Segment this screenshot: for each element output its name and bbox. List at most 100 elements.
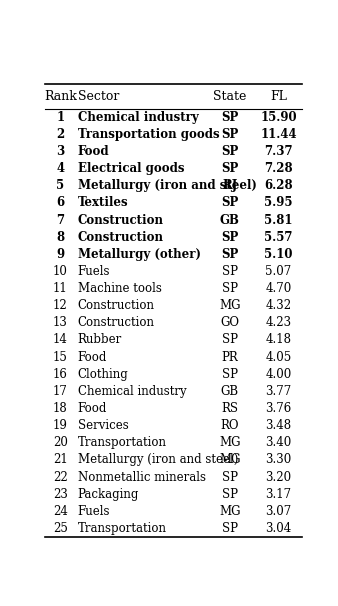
Text: Fuels: Fuels <box>78 505 110 518</box>
Text: RJ: RJ <box>222 179 237 192</box>
Text: 16: 16 <box>53 368 68 381</box>
Text: SP: SP <box>222 368 238 381</box>
Text: 5.07: 5.07 <box>265 265 292 278</box>
Text: Machine tools: Machine tools <box>78 282 162 295</box>
Text: MG: MG <box>219 299 240 312</box>
Text: FL: FL <box>270 90 287 103</box>
Text: PR: PR <box>221 351 238 364</box>
Text: SP: SP <box>221 162 238 175</box>
Text: 4.70: 4.70 <box>265 282 292 295</box>
Text: 3.17: 3.17 <box>265 488 292 501</box>
Text: Packaging: Packaging <box>78 488 139 501</box>
Text: 5.81: 5.81 <box>264 213 293 227</box>
Text: 17: 17 <box>53 385 68 398</box>
Text: 22: 22 <box>53 470 68 484</box>
Text: Metallurgy (other): Metallurgy (other) <box>78 248 201 261</box>
Text: Rubber: Rubber <box>78 333 122 347</box>
Text: Chemical industry: Chemical industry <box>78 385 186 398</box>
Text: 4.18: 4.18 <box>265 333 291 347</box>
Text: GB: GB <box>220 213 240 227</box>
Text: Construction: Construction <box>78 299 155 312</box>
Text: 4.00: 4.00 <box>265 368 292 381</box>
Text: MG: MG <box>219 505 240 518</box>
Text: 3.77: 3.77 <box>265 385 292 398</box>
Text: Transportation: Transportation <box>78 522 167 535</box>
Text: Fuels: Fuels <box>78 265 110 278</box>
Text: SP: SP <box>222 282 238 295</box>
Text: Transportation: Transportation <box>78 436 167 449</box>
Text: Chemical industry: Chemical industry <box>78 111 198 124</box>
Text: MG: MG <box>219 436 240 449</box>
Text: 4.23: 4.23 <box>265 316 292 329</box>
Text: GO: GO <box>220 316 239 329</box>
Text: State: State <box>213 90 246 103</box>
Text: 3.20: 3.20 <box>265 470 292 484</box>
Text: 5.10: 5.10 <box>264 248 293 261</box>
Text: 3.48: 3.48 <box>265 419 292 432</box>
Text: MG: MG <box>219 453 240 467</box>
Text: 9: 9 <box>56 248 64 261</box>
Text: 1: 1 <box>56 111 64 124</box>
Text: SP: SP <box>221 128 238 141</box>
Text: 19: 19 <box>53 419 68 432</box>
Text: Construction: Construction <box>78 316 155 329</box>
Text: 10: 10 <box>53 265 68 278</box>
Text: Construction: Construction <box>78 231 164 244</box>
Text: Sector: Sector <box>78 90 119 103</box>
Text: 7.28: 7.28 <box>264 162 293 175</box>
Text: 15: 15 <box>53 351 68 364</box>
Text: Metallurgy (iron and steel): Metallurgy (iron and steel) <box>78 179 257 192</box>
Text: 3.07: 3.07 <box>265 505 292 518</box>
Text: 18: 18 <box>53 402 68 415</box>
Text: Food: Food <box>78 402 107 415</box>
Text: Electrical goods: Electrical goods <box>78 162 184 175</box>
Text: SP: SP <box>221 231 238 244</box>
Text: 14: 14 <box>53 333 68 347</box>
Text: 6: 6 <box>56 196 64 210</box>
Text: Rank: Rank <box>44 90 77 103</box>
Text: 7.37: 7.37 <box>264 145 293 158</box>
Text: Construction: Construction <box>78 213 164 227</box>
Text: 4: 4 <box>56 162 64 175</box>
Text: RO: RO <box>220 419 239 432</box>
Text: 3.76: 3.76 <box>265 402 292 415</box>
Text: 4.05: 4.05 <box>265 351 292 364</box>
Text: 3.30: 3.30 <box>265 453 292 467</box>
Text: Metallurgy (iron and steel): Metallurgy (iron and steel) <box>78 453 238 467</box>
Text: SP: SP <box>221 111 238 124</box>
Text: SP: SP <box>221 196 238 210</box>
Text: 24: 24 <box>53 505 68 518</box>
Text: Nonmetallic minerals: Nonmetallic minerals <box>78 470 206 484</box>
Text: Food: Food <box>78 351 107 364</box>
Text: 3.40: 3.40 <box>265 436 292 449</box>
Text: 5: 5 <box>56 179 64 192</box>
Text: 7: 7 <box>56 213 64 227</box>
Text: SP: SP <box>221 145 238 158</box>
Text: 12: 12 <box>53 299 68 312</box>
Text: SP: SP <box>222 522 238 535</box>
Text: 4.32: 4.32 <box>265 299 292 312</box>
Text: GB: GB <box>221 385 239 398</box>
Text: Textiles: Textiles <box>78 196 128 210</box>
Text: SP: SP <box>222 470 238 484</box>
Text: 15.90: 15.90 <box>260 111 297 124</box>
Text: 5.57: 5.57 <box>264 231 293 244</box>
Text: Food: Food <box>78 145 110 158</box>
Text: 11.44: 11.44 <box>260 128 297 141</box>
Text: 21: 21 <box>53 453 68 467</box>
Text: 20: 20 <box>53 436 68 449</box>
Text: 13: 13 <box>53 316 68 329</box>
Text: Services: Services <box>78 419 128 432</box>
Text: RS: RS <box>221 402 238 415</box>
Text: 3: 3 <box>56 145 65 158</box>
Text: SP: SP <box>222 488 238 501</box>
Text: 6.28: 6.28 <box>264 179 293 192</box>
Text: 23: 23 <box>53 488 68 501</box>
Text: 5.95: 5.95 <box>264 196 293 210</box>
Text: 11: 11 <box>53 282 68 295</box>
Text: SP: SP <box>221 248 238 261</box>
Text: 2: 2 <box>56 128 65 141</box>
Text: 8: 8 <box>56 231 64 244</box>
Text: SP: SP <box>222 333 238 347</box>
Text: SP: SP <box>222 265 238 278</box>
